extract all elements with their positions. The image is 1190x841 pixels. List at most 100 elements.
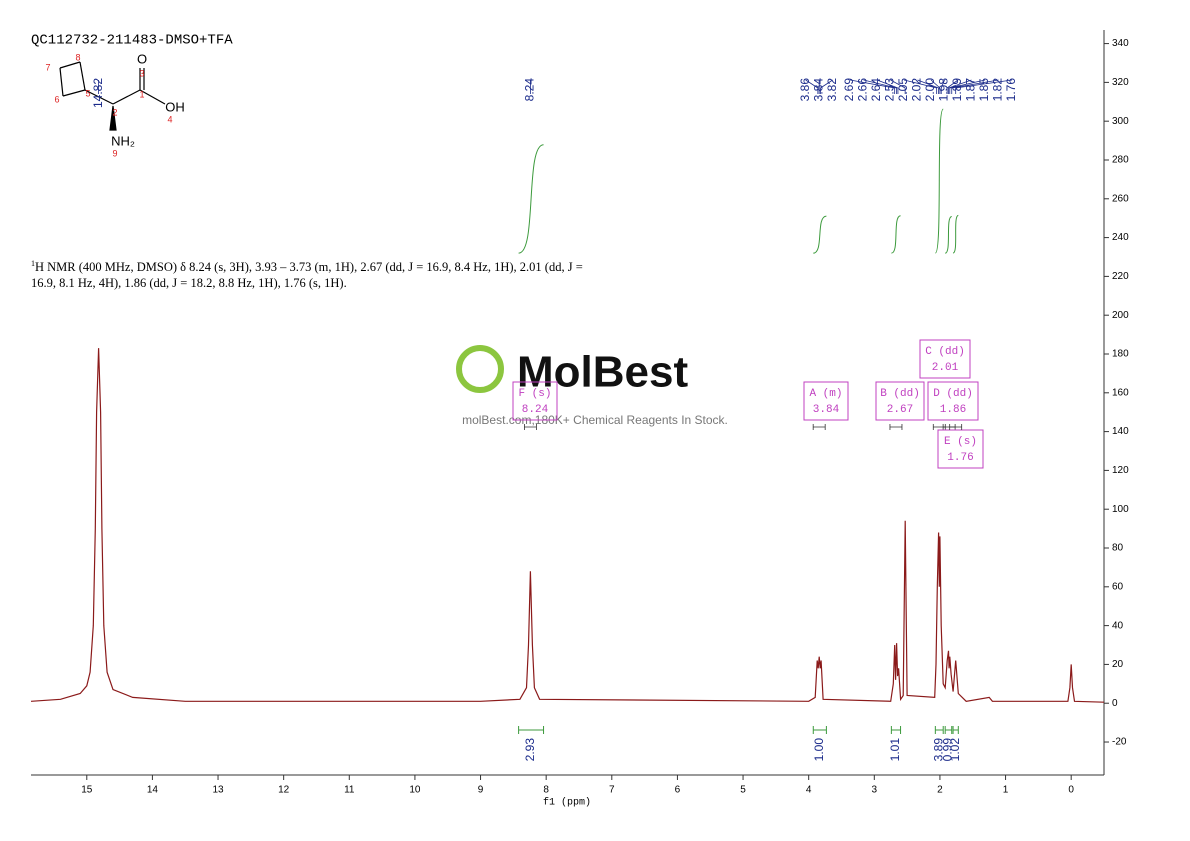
structure-label: 7: [45, 62, 50, 72]
structure-label: NH₂: [111, 133, 135, 148]
y-tick-label: 40: [1112, 620, 1124, 631]
structure-label: 1: [139, 89, 144, 99]
watermark: MolBest: [517, 348, 688, 397]
integral-curve: [944, 215, 953, 254]
x-tick-label: 11: [344, 785, 355, 796]
x-tick-label: 6: [675, 785, 681, 796]
y-tick-label: 160: [1112, 387, 1129, 398]
structure: [59, 61, 166, 131]
multiplet-box: [803, 381, 849, 421]
peak-label: 2.02: [910, 78, 924, 102]
x-tick-label: 1: [1003, 785, 1009, 796]
multiplet-marker: [949, 424, 963, 430]
description-text: H NMR (400 MHz, DMSO) δ 8.24 (s, 3H), 3.…: [31, 260, 583, 291]
peak-label: 2.66: [856, 78, 870, 102]
integral-curve: [891, 215, 901, 254]
multiplet-label: E (s): [944, 436, 977, 448]
watermark-logo: [456, 345, 504, 393]
peak-label: 1.98: [937, 78, 951, 102]
multiplet-shift: 1.76: [947, 452, 973, 464]
peak-label-leader: [876, 79, 899, 94]
y-tick-label: 320: [1112, 77, 1129, 88]
x-tick-label: 4: [806, 785, 812, 796]
peak-label: 14.82: [91, 78, 105, 108]
multiplet-box: [512, 381, 558, 421]
integral-curve: [813, 215, 827, 254]
x-tick-label: 8: [543, 785, 549, 796]
watermark-sub: molBest.com,180K+ Chemical Reagents In S…: [462, 413, 728, 427]
multiplet-label: C (dd): [925, 346, 965, 358]
peak-label: 3.84: [811, 78, 825, 102]
y-tick-label: 20: [1112, 659, 1124, 670]
multiplet-marker: [812, 424, 826, 430]
integral-curve: [934, 108, 944, 254]
integral-bracket: [812, 726, 827, 734]
peak-label: 2.00: [923, 78, 937, 102]
multiplet-box: [927, 381, 979, 421]
peak-label-leader: [955, 79, 1013, 94]
multiplet-label: A (m): [809, 388, 842, 400]
peak-label: 2.05: [896, 78, 910, 102]
x-tick-label: 9: [478, 785, 484, 796]
x-tick-label: 15: [81, 785, 93, 796]
peak-label-leader: [805, 79, 819, 94]
peak-label-leader: [940, 79, 945, 94]
x-tick-label: 5: [740, 785, 746, 796]
y-tick-label: 0: [1112, 698, 1118, 709]
y-tick-label: 260: [1112, 193, 1129, 204]
peak-label-leader: [951, 79, 999, 94]
y-tick-label: 80: [1112, 543, 1124, 554]
spectrum-line: [30, 348, 1105, 703]
structure-label: 4: [167, 114, 172, 124]
integral-bracket: [518, 726, 545, 734]
integral-label: 1.00: [812, 738, 826, 762]
integral-curve: [952, 214, 959, 254]
y-tick-label: 240: [1112, 232, 1129, 243]
x-tick-label: 10: [409, 785, 421, 796]
multiplet-marker: [524, 424, 537, 430]
x-axis-label: f1 (ppm): [543, 797, 591, 809]
multiplet-box: [919, 339, 971, 379]
x-tick-label: 14: [147, 785, 159, 796]
peak-label-leader: [903, 79, 938, 94]
multiplet-label: D (dd): [933, 388, 973, 400]
structure-label: OH: [165, 99, 185, 114]
integral-bracket: [934, 726, 944, 734]
structure-label: 3: [139, 68, 144, 78]
peak-label: 8.24: [523, 78, 537, 102]
structure-label: 2: [112, 107, 117, 117]
peak-label-leader: [863, 79, 898, 94]
y-tick-label: 180: [1112, 349, 1129, 360]
multiplet-label: B (dd): [880, 388, 920, 400]
y-tick-label: 340: [1112, 38, 1129, 49]
integral-bracket: [944, 726, 953, 734]
x-tick-label: 3: [872, 785, 878, 796]
peak-label-leader: [930, 79, 941, 94]
multiplet-shift: 2.01: [932, 362, 959, 374]
peak-label: 3.82: [825, 78, 839, 102]
integral-label: 1.02: [948, 738, 962, 762]
peak-label: 2.64: [869, 78, 883, 102]
y-tick-label: 100: [1112, 504, 1129, 515]
y-tick-label: 280: [1112, 155, 1129, 166]
multiplet-shift: 2.67: [887, 404, 913, 416]
peak-label-leader: [948, 79, 972, 94]
description-sup: 1: [31, 259, 35, 268]
y-tick-label: -20: [1112, 737, 1127, 748]
multiplet-box: [937, 429, 984, 469]
peak-label-leader: [849, 79, 896, 94]
y-tick-label: 200: [1112, 310, 1129, 321]
peak-label-leader: [949, 79, 986, 94]
y-tick-label: 120: [1112, 465, 1129, 476]
peak-label: 1.89: [950, 78, 964, 102]
structure-label: 8: [75, 52, 80, 62]
peak-label: 2.53: [883, 78, 897, 102]
x-tick-label: 0: [1068, 785, 1074, 796]
multiplet-shift: 3.84: [813, 404, 840, 416]
integral-bracket: [952, 726, 959, 734]
y-tick-label: 220: [1112, 271, 1129, 282]
peak-label: 1.82: [991, 78, 1005, 102]
peak-label-leader: [917, 79, 940, 94]
